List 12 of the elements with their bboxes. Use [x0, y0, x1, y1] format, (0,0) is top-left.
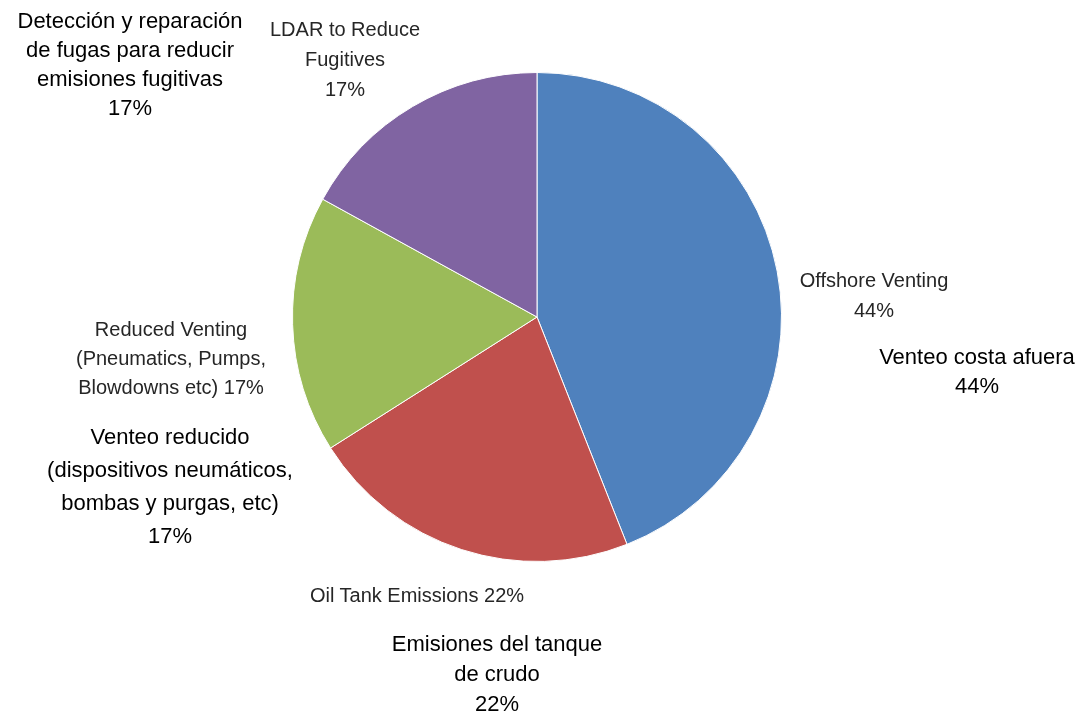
- data-label: 22%: [474, 691, 520, 713]
- text: Venteo reducido (dispositivos neumáticos, bombas y purgas, etc): [47, 424, 293, 516]
- slice-label: LDAR to Reduce Fugitives: [269, 17, 421, 70]
- text: Venteo costa afuera 44%: [879, 344, 1076, 399]
- slice-label: Offshore Venting: [799, 268, 949, 291]
- text: Detección y reparación de fugas para reducir emisiones fugitivas 17%: [17, 8, 243, 121]
- slice-label: Oil Tank Emissions 22%: [309, 583, 525, 606]
- text: Emisiones del tanque de crudo: [391, 631, 603, 687]
- slice-label: Reduced Venting (Pneumatics, Pumps, Blowdowns etc) 17%: [75, 317, 267, 398]
- data-label: 17%: [324, 77, 366, 100]
- data-label: 44%: [853, 298, 895, 321]
- data-label: 17%: [147, 523, 193, 549]
